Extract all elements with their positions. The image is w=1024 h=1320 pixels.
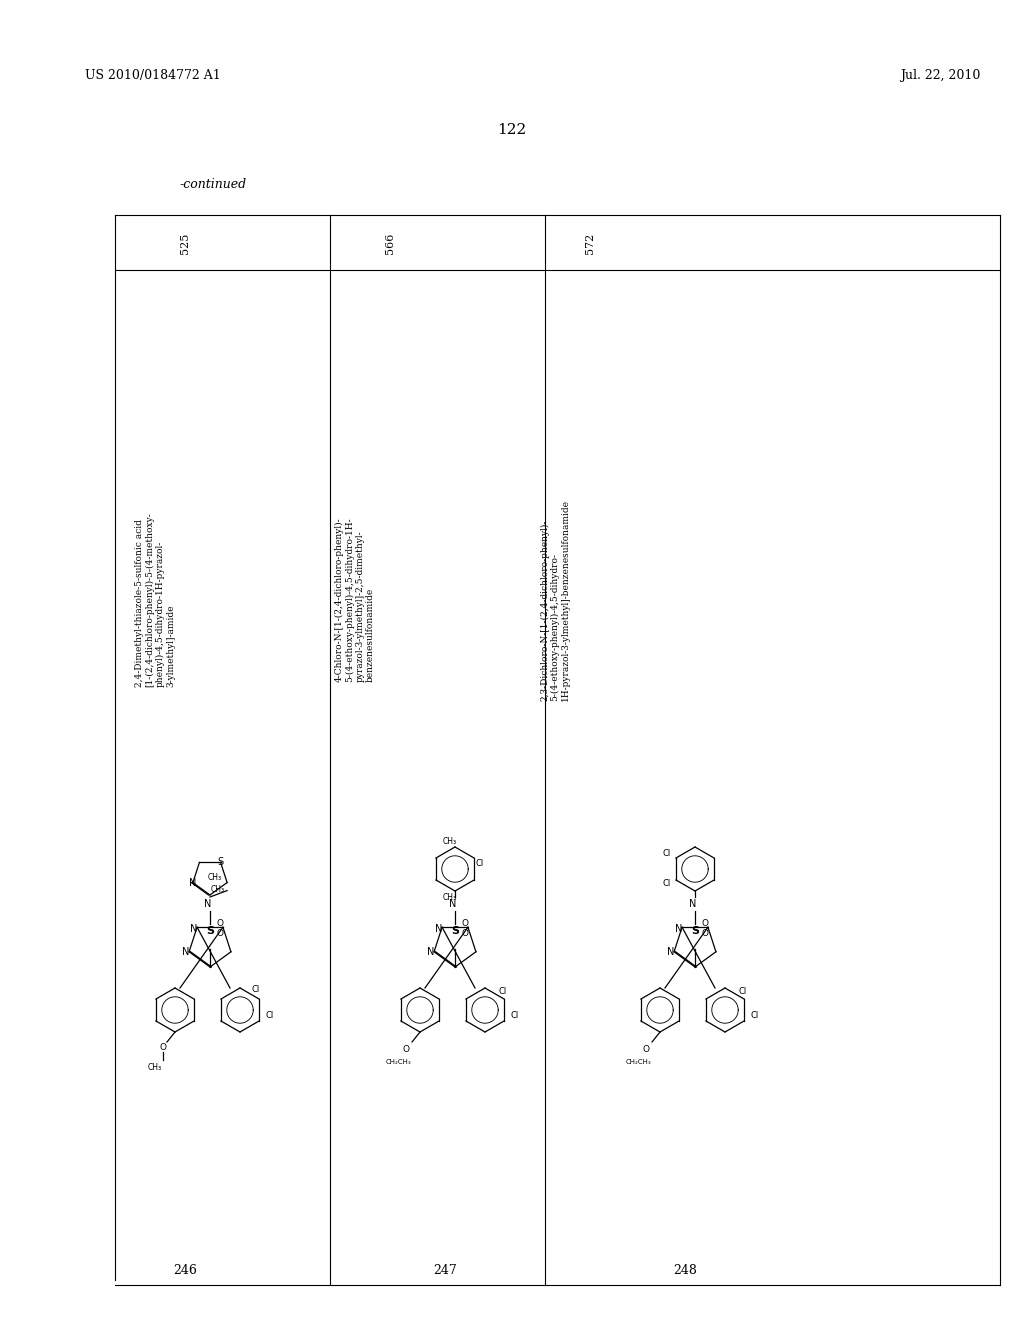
Text: O: O: [216, 920, 223, 928]
Text: CH₃: CH₃: [147, 1064, 162, 1072]
Text: CH₃: CH₃: [443, 837, 457, 846]
Text: 2,3-Dichloro-N-[1-(2,4-dichloro-phenyl)-
5-(4-ethoxy-phenyl)-4,5-dihydro-
1H-pyr: 2,3-Dichloro-N-[1-(2,4-dichloro-phenyl)-…: [540, 499, 570, 701]
Text: -continued: -continued: [180, 178, 247, 191]
Text: Cl: Cl: [751, 1011, 759, 1019]
Text: 246: 246: [173, 1263, 197, 1276]
Text: N: N: [435, 924, 442, 935]
Text: 572: 572: [585, 232, 595, 253]
Text: O: O: [462, 929, 469, 939]
Text: S: S: [217, 858, 223, 867]
Text: O: O: [216, 929, 223, 939]
Text: 566: 566: [385, 232, 395, 253]
Text: CH₃: CH₃: [208, 873, 222, 882]
Text: N: N: [668, 946, 675, 957]
Text: Cl: Cl: [511, 1011, 519, 1019]
Text: Cl: Cl: [266, 1011, 274, 1019]
Text: 248: 248: [673, 1263, 697, 1276]
Text: N: N: [676, 924, 683, 935]
Text: CH₂CH₃: CH₂CH₃: [385, 1059, 411, 1065]
Text: Cl: Cl: [663, 879, 671, 888]
Text: N: N: [689, 899, 696, 909]
Text: S: S: [206, 927, 214, 936]
Text: N: N: [450, 899, 457, 909]
Text: O: O: [701, 929, 709, 939]
Text: 247: 247: [433, 1263, 457, 1276]
Text: 525: 525: [180, 232, 190, 253]
Text: O: O: [642, 1044, 649, 1053]
Text: S: S: [451, 927, 459, 936]
Text: 2,4-Dimethyl-thiazole-5-sulfonic acid
[1-(2,4-dichloro-phenyl)-5-(4-methoxy-
phe: 2,4-Dimethyl-thiazole-5-sulfonic acid [1…: [135, 512, 175, 688]
Text: N: N: [205, 899, 212, 909]
Text: CH₃: CH₃: [211, 886, 225, 895]
Text: N: N: [182, 946, 189, 957]
Text: O: O: [701, 920, 709, 928]
Text: O: O: [160, 1044, 167, 1052]
Text: 4-Chloro-N-[1-(2,4-dichloro-phenyl)-
5-(4-ethoxy-phenyl)-4,5-dihydro-1H-
pyrazol: 4-Chloro-N-[1-(2,4-dichloro-phenyl)- 5-(…: [335, 517, 375, 682]
Text: Cl: Cl: [476, 859, 484, 869]
Text: N: N: [189, 878, 197, 887]
Text: O: O: [402, 1044, 410, 1053]
Text: Cl: Cl: [739, 987, 748, 997]
Text: Jul. 22, 2010: Jul. 22, 2010: [900, 69, 980, 82]
Text: N: N: [190, 924, 198, 935]
Text: US 2010/0184772 A1: US 2010/0184772 A1: [85, 69, 221, 82]
Text: CH₂CH₃: CH₂CH₃: [626, 1059, 651, 1065]
Text: O: O: [462, 920, 469, 928]
Text: S: S: [691, 927, 699, 936]
Text: Cl: Cl: [499, 987, 507, 997]
Text: CH₃: CH₃: [443, 892, 457, 902]
Text: Cl: Cl: [252, 986, 260, 994]
Text: 122: 122: [498, 123, 526, 137]
Text: N: N: [427, 946, 435, 957]
Text: Cl: Cl: [663, 850, 671, 858]
